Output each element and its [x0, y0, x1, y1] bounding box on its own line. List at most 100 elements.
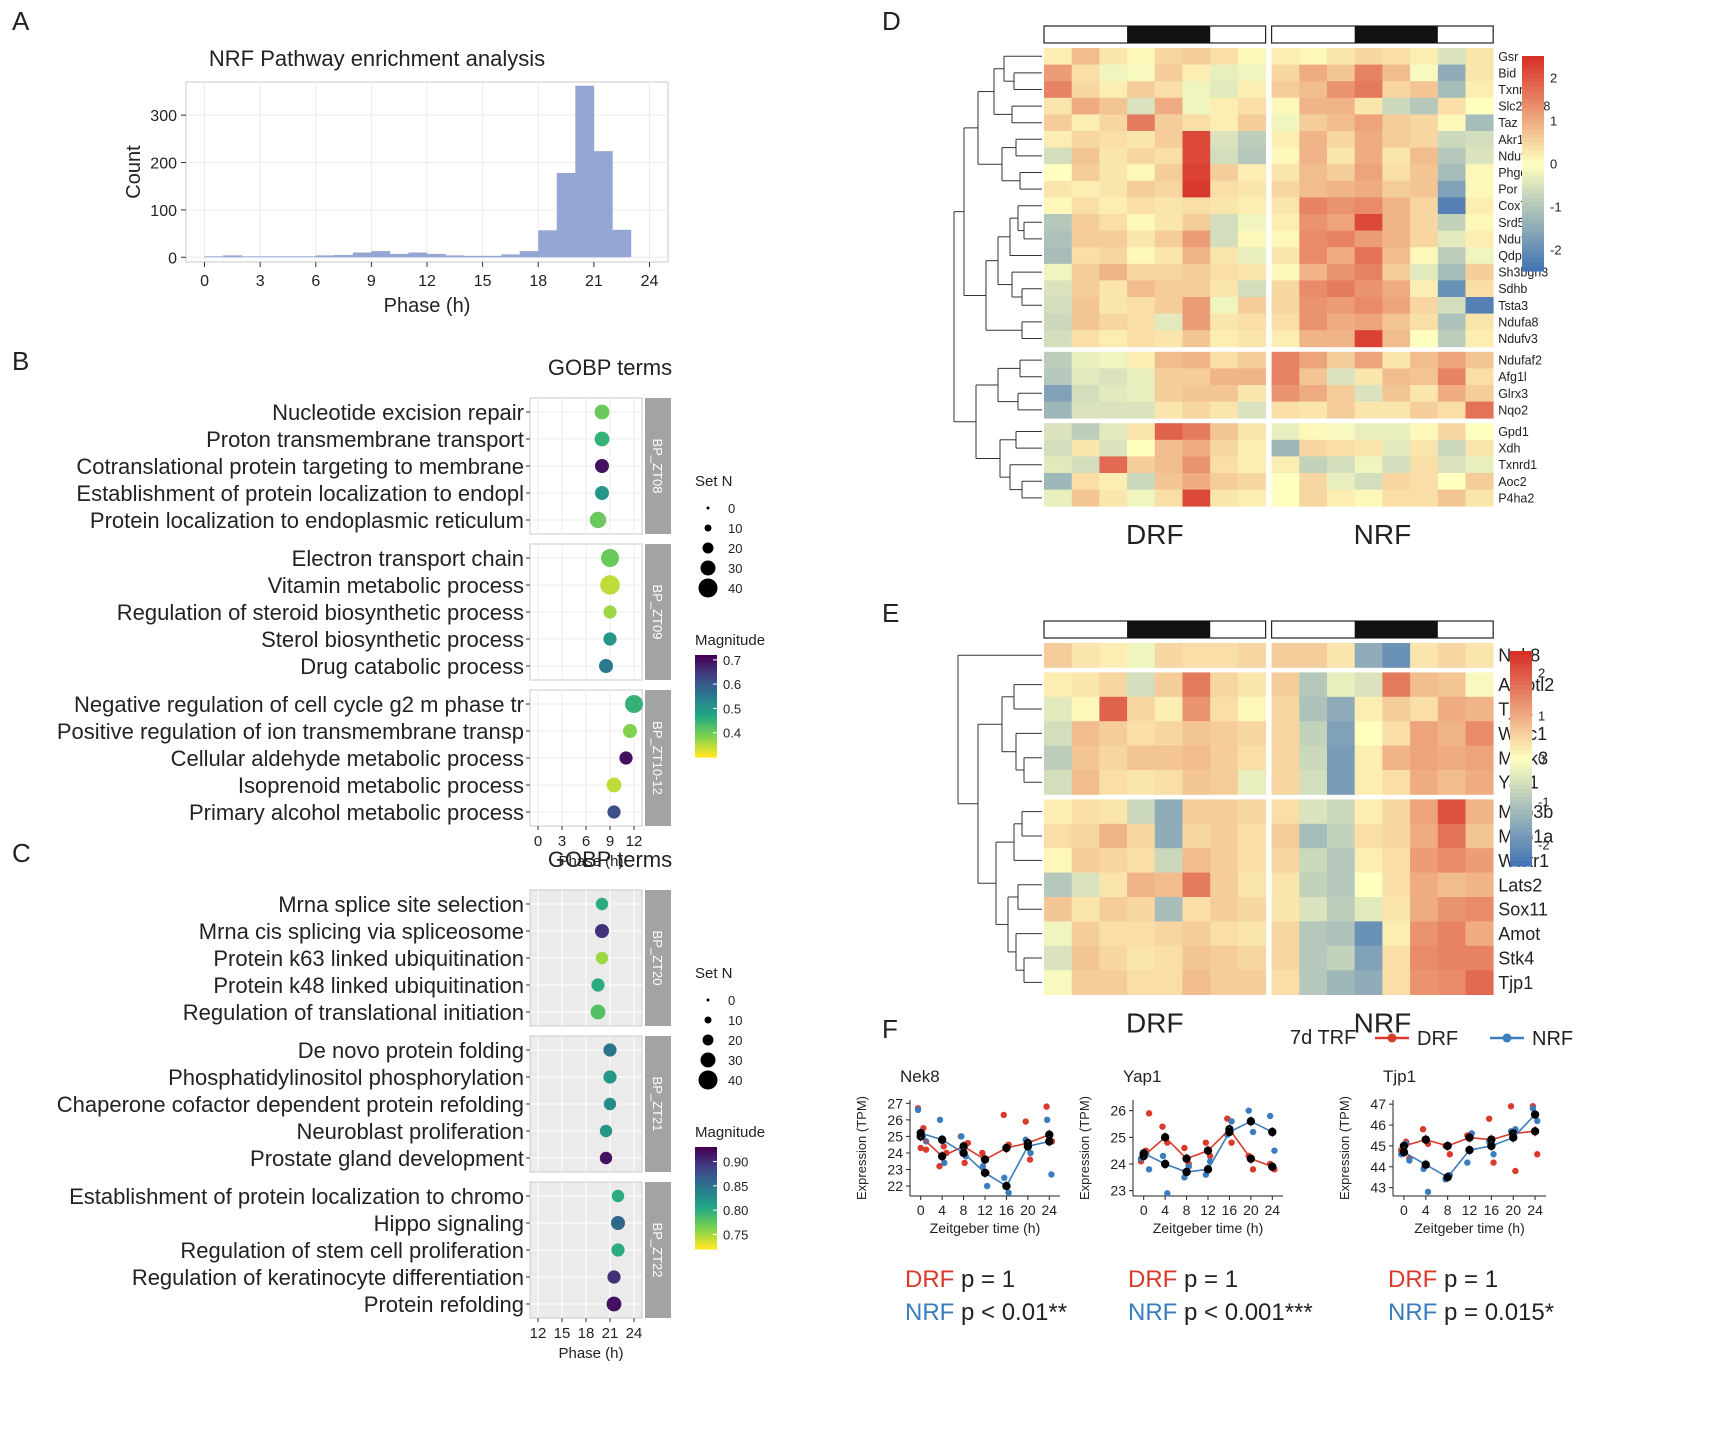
heatmap-cell [1127, 696, 1156, 722]
heatmap-cell [1044, 385, 1073, 402]
drf-point [1159, 1123, 1166, 1130]
heatmap-cell [1437, 214, 1466, 231]
heatmap-cell [1354, 164, 1383, 182]
heatmap-cell [1099, 721, 1128, 746]
histogram-bar [612, 229, 632, 258]
heatmap-cell [1354, 313, 1383, 331]
heatmap-cell [1354, 848, 1383, 873]
heatmap-cell [1099, 214, 1128, 231]
heatmap-cell [1327, 214, 1356, 231]
heat-legend-step [1522, 219, 1544, 225]
heatmap-cell [1382, 721, 1411, 746]
heat-legend-step [1510, 775, 1532, 781]
color-legend-step [695, 690, 717, 694]
heatmap-cell [1127, 131, 1156, 148]
heatmap-cell [1354, 489, 1383, 507]
color-legend-step [695, 680, 717, 684]
color-legend-step [695, 734, 717, 738]
heatmap-cell [1210, 197, 1239, 215]
heatmap-cell [1299, 643, 1328, 668]
heatmap-cell [1410, 721, 1439, 746]
tick-label-x: 12 [1462, 1202, 1478, 1218]
heatmap-cell [1465, 48, 1494, 65]
heatmap-cell [1237, 97, 1266, 115]
x-axis-label: Phase (h) [558, 1345, 623, 1362]
heatmap-cell [1382, 147, 1411, 165]
heatmap-cell [1071, 97, 1100, 115]
heat-legend-step [1510, 702, 1532, 708]
heatmap-cell [1099, 489, 1128, 507]
heatmap-cell [1182, 696, 1211, 722]
heatmap-cell [1210, 368, 1239, 386]
drf-point [1181, 1144, 1188, 1152]
heatmap-cell [1071, 770, 1100, 795]
heatmap-cell [1154, 247, 1183, 265]
heatmap-cell [1437, 131, 1466, 148]
heatmap-cell [1437, 456, 1466, 474]
heatmap-cell [1354, 114, 1383, 132]
nrf-mean-point [959, 1148, 968, 1158]
panel-e: Nek8Amotl2Tjp2Wwc1Mark3Yap1Mob3bMob1aWwt… [957, 620, 1554, 1039]
heatmap-cell [1465, 848, 1494, 873]
heatmap-cell [1327, 131, 1356, 148]
heatmap-cell [1182, 368, 1211, 386]
heatmap-cell [1044, 180, 1073, 198]
tick-label-x: 16 [1484, 1202, 1500, 1218]
tick-label-y: 200 [150, 156, 177, 173]
heatmap-cell [1237, 297, 1266, 314]
heatmap-cell [1299, 197, 1328, 215]
tick-label-x: 16 [999, 1202, 1015, 1218]
tick-label-y: 27 [887, 1095, 903, 1111]
heatmap-cell [1182, 147, 1211, 165]
heat-legend-step [1522, 68, 1544, 74]
heatmap-cell [1237, 48, 1266, 65]
heatmap-cell [1127, 280, 1156, 298]
drf-mean-point [1487, 1135, 1496, 1144]
heatmap-cell [1210, 401, 1239, 419]
heatmap-cell [1271, 280, 1300, 298]
heatmap-cell [1382, 81, 1411, 99]
color-legend-step [695, 1167, 717, 1171]
heatmap-cell [1410, 799, 1439, 825]
heatmap-cell [1465, 945, 1494, 971]
heatmap-cell [1410, 280, 1439, 298]
go-title: GOBP terms [548, 847, 672, 872]
heat-legend-label: 2 [1550, 71, 1557, 86]
size-legend-label: 30 [728, 1053, 742, 1068]
heatmap-cell [1044, 214, 1073, 231]
heat-legend-step [1522, 215, 1544, 220]
heatmap-cell [1044, 745, 1073, 771]
heatmap-cell [1099, 897, 1128, 922]
tick-label-x: 0 [1400, 1202, 1408, 1218]
nrf-point [1249, 1128, 1257, 1136]
color-legend-step [695, 665, 717, 669]
drf-point [940, 1143, 947, 1150]
heatmap-cell [1299, 823, 1328, 849]
size-legend-label: 30 [728, 561, 742, 576]
gene-label: Taz [1498, 116, 1517, 130]
tick-label-x: 4 [1161, 1202, 1169, 1218]
heatmap-cell [1154, 81, 1183, 99]
color-legend-step [695, 1162, 717, 1166]
gene-label: Afg1l [1498, 370, 1527, 384]
size-legend-label: 10 [728, 1013, 742, 1028]
heatmap-cell [1299, 970, 1328, 995]
nrf-mean-point [1225, 1127, 1234, 1137]
heatmap-cell [1437, 114, 1466, 132]
heatmap-cell [1154, 114, 1183, 132]
heatmap-cell [1354, 745, 1383, 771]
color-legend-label: 0.7 [723, 653, 741, 668]
color-legend-step [695, 1185, 717, 1189]
panel-label-E: E [882, 598, 899, 628]
heatmap-cell [1410, 897, 1439, 922]
color-legend-step [695, 711, 717, 715]
heatmap-cell [1410, 489, 1439, 507]
heatmap-cell [1044, 280, 1073, 298]
heatmap-cell [1154, 745, 1183, 771]
heatmap-cell [1299, 770, 1328, 795]
tick-label-y: 23 [1110, 1183, 1126, 1199]
heatmap-cell [1410, 770, 1439, 795]
color-legend-step [695, 1228, 717, 1232]
p-value-drf-value: p = 1 [954, 1266, 1015, 1293]
heatmap-cell [1044, 872, 1073, 898]
